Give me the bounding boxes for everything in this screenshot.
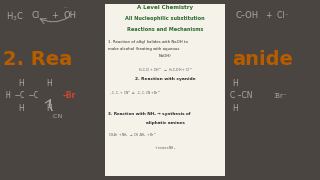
Text: H$_3$C-Cl + OH$^-$  →  H$_3$C-OH + Cl$^-$: H$_3$C-Cl + OH$^-$ → H$_3$C-OH + Cl$^-$ bbox=[138, 67, 192, 74]
Text: C–OH: C–OH bbox=[235, 11, 258, 20]
Text: +: + bbox=[51, 11, 58, 20]
Text: H$_3$C: H$_3$C bbox=[6, 11, 24, 23]
Text: –C–C– + CN$^-$  ⇌  –C–C–CN + Br$^-$: –C–C– + CN$^-$ ⇌ –C–C–CN + Br$^-$ bbox=[108, 90, 161, 96]
Text: H: H bbox=[47, 104, 52, 113]
Text: C –CN: C –CN bbox=[230, 91, 253, 100]
Text: CH$_3$Br + NH$_3$  →  CH$_3$NH$_2$ + Br$^-$: CH$_3$Br + NH$_3$ → CH$_3$NH$_2$ + Br$^-… bbox=[108, 131, 157, 139]
Text: –Br: –Br bbox=[62, 91, 76, 100]
Text: make alcohol (heating with aqueous: make alcohol (heating with aqueous bbox=[108, 47, 180, 51]
Text: NaOH): NaOH) bbox=[159, 54, 171, 58]
Text: All Nucleophilic substitution: All Nucleophilic substitution bbox=[125, 16, 205, 21]
Text: :CN: :CN bbox=[51, 114, 62, 119]
Text: H: H bbox=[18, 79, 24, 88]
Text: H –C –C: H –C –C bbox=[6, 91, 39, 100]
Text: H: H bbox=[18, 104, 24, 113]
Text: H: H bbox=[232, 79, 238, 88]
Bar bbox=[105, 4, 225, 176]
Text: ··: ·· bbox=[64, 4, 69, 10]
Text: A Level Chemistry: A Level Chemistry bbox=[137, 5, 193, 10]
Text: +  Cl⁻: + Cl⁻ bbox=[266, 11, 288, 20]
Text: Reactions and Mechanisms: Reactions and Mechanisms bbox=[127, 27, 203, 32]
Text: aliphatic amines: aliphatic amines bbox=[146, 121, 184, 125]
Text: + excess NH$_3$: + excess NH$_3$ bbox=[154, 144, 176, 152]
Text: Cl: Cl bbox=[32, 11, 40, 20]
Text: H: H bbox=[232, 104, 238, 113]
Text: 2. Rea: 2. Rea bbox=[3, 50, 72, 69]
Text: H: H bbox=[47, 79, 52, 88]
Text: anide: anide bbox=[232, 50, 293, 69]
Text: OH: OH bbox=[64, 11, 77, 20]
Text: 3. Reaction with NH₃ → synthesis of: 3. Reaction with NH₃ → synthesis of bbox=[108, 112, 191, 116]
Text: 1. Reaction of alkyl halides with NaOH to: 1. Reaction of alkyl halides with NaOH t… bbox=[108, 40, 188, 44]
Text: 2. Reaction with cyanide: 2. Reaction with cyanide bbox=[135, 77, 195, 81]
Text: ⁚Br⁻: ⁚Br⁻ bbox=[274, 93, 287, 99]
